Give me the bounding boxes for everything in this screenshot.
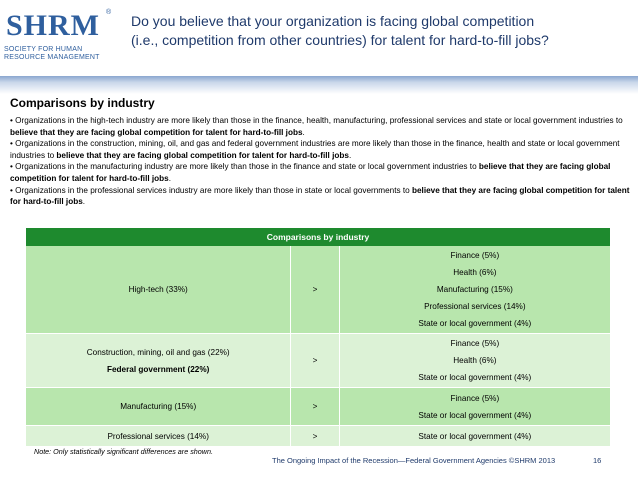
table-row: Construction, mining, oil and gas (22%) … bbox=[26, 333, 610, 388]
industry-cell: Construction, mining, oil and gas (22%) … bbox=[26, 333, 291, 388]
comparison-operator: > bbox=[290, 387, 340, 426]
bullet-item: • Organizations in the high-tech industr… bbox=[10, 116, 623, 137]
table-row: Manufacturing (15%) > Finance (5%) State… bbox=[26, 387, 610, 426]
title-line-2: (i.e., competition from other countries)… bbox=[131, 32, 549, 48]
bullet-item: • Organizations in the manufacturing ind… bbox=[10, 162, 611, 183]
compared-industries: Finance (5%) State or local government (… bbox=[339, 387, 610, 426]
compared-industries: State or local government (4%) bbox=[339, 425, 610, 447]
slide-header: SHRM ® SOCIETY FOR HUMAN RESOURCE MANAGE… bbox=[0, 0, 638, 78]
industry-cell: Manufacturing (15%) bbox=[26, 387, 291, 426]
industry-cell: High-tech (33%) bbox=[26, 246, 291, 334]
title-line-1: Do you believe that your organization is… bbox=[131, 13, 535, 29]
bullet-list: • Organizations in the high-tech industr… bbox=[10, 115, 630, 208]
compared-industries: Finance (5%) Health (6%) State or local … bbox=[339, 333, 610, 388]
table-row: Professional services (14%) > State or l… bbox=[26, 425, 610, 447]
logo-mark: SHRM bbox=[6, 9, 100, 42]
logo-subtitle: SOCIETY FOR HUMAN RESOURCE MANAGEMENT bbox=[4, 46, 100, 61]
bullet-item: • Organizations in the construction, min… bbox=[10, 139, 620, 160]
footnote: Note: Only statistically significant dif… bbox=[34, 447, 213, 456]
table-row: High-tech (33%) > Finance (5%) Health (6… bbox=[26, 246, 610, 334]
bullet-item: • Organizations in the professional serv… bbox=[10, 185, 630, 207]
slide-title: Do you believe that your organization is… bbox=[131, 12, 621, 50]
header-divider bbox=[0, 76, 638, 94]
comparison-table: Comparisons by industry High-tech (33%) … bbox=[26, 228, 610, 447]
industry-cell: Professional services (14%) bbox=[26, 425, 291, 447]
comparison-operator: > bbox=[290, 425, 340, 447]
shrm-logo: SHRM ® SOCIETY FOR HUMAN RESOURCE MANAGE… bbox=[4, 6, 112, 72]
registered-mark: ® bbox=[106, 9, 112, 16]
comparison-operator: > bbox=[290, 333, 340, 388]
section-title: Comparisons by industry bbox=[10, 96, 155, 110]
table-header: Comparisons by industry bbox=[26, 228, 610, 246]
page-number: 16 bbox=[593, 456, 602, 465]
comparison-operator: > bbox=[290, 246, 340, 334]
footer-text: The Ongoing Impact of the Recession—Fede… bbox=[272, 456, 556, 465]
compared-industries: Finance (5%) Health (6%) Manufacturing (… bbox=[339, 246, 610, 334]
